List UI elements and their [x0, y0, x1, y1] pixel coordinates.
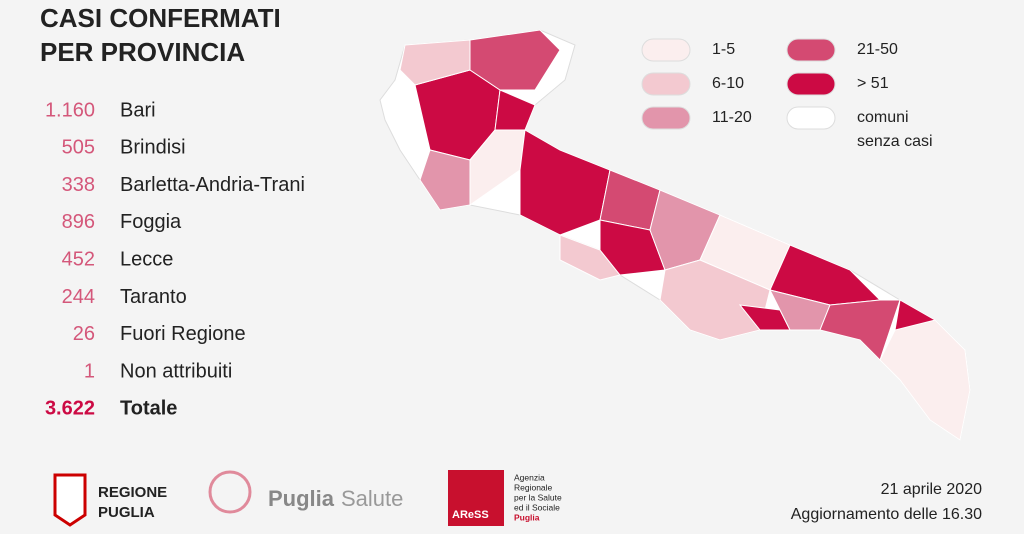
- municipality: [419, 149, 471, 211]
- logo-desc-line: Puglia: [514, 512, 540, 522]
- footer: REGIONE PUGLIA Puglia Salute AReSS Agenz…: [53, 470, 983, 527]
- table: 1.160 Bari 505 Brindisi 338 Barletta-Andria-T…: [45, 99, 305, 419]
- logo-text: Salute: [341, 486, 403, 511]
- municipality: [559, 234, 621, 281]
- title: CASI CONFERMATI: [40, 3, 281, 33]
- legend-swatch: [786, 106, 836, 130]
- header: CASI CONFERMATI PER PROVINCIA: [40, 3, 281, 67]
- row-label: Brindisi: [120, 137, 186, 159]
- row-label: Bari: [120, 99, 156, 121]
- logo-regione: [53, 473, 87, 527]
- municipality: [879, 319, 971, 441]
- municipality: [599, 219, 666, 276]
- logo-text: REGIONE: [98, 484, 167, 501]
- row-label: Fuori Regione: [120, 323, 246, 345]
- legend: 1-5 6-10 11-20 21-50 > 51 comuni senza casi: [641, 38, 933, 150]
- logo-tree: [208, 470, 252, 514]
- legend-swatch: [641, 38, 691, 62]
- row-label: Barletta-Andria-Trani: [120, 174, 305, 196]
- row-value: 896: [62, 211, 95, 233]
- municipality: [399, 39, 471, 86]
- logo-aress: [448, 470, 504, 526]
- row-value: 338: [62, 174, 95, 196]
- legend-swatch: [786, 38, 836, 62]
- municipality: [519, 129, 611, 236]
- update: Aggiornamento delle 16.30: [791, 506, 982, 523]
- row-value: 1: [84, 360, 95, 382]
- legend-label: comuni: [857, 109, 909, 126]
- legend-label: senza casi: [857, 133, 933, 150]
- logo-text: Puglia: [268, 486, 335, 511]
- title: PER PROVINCIA: [40, 37, 245, 67]
- legend-label: > 51: [857, 75, 889, 92]
- legend-swatch: [786, 72, 836, 96]
- municipality: [659, 259, 771, 341]
- legend-swatch: [641, 106, 691, 130]
- legend-label: 1-5: [712, 41, 735, 58]
- row-label: Lecce: [120, 248, 173, 270]
- legend-swatch: [641, 72, 691, 96]
- legend-label: 11-20: [712, 109, 752, 126]
- row-label: Totale: [120, 398, 177, 420]
- legend-label: 21-50: [857, 41, 898, 58]
- row-value: 3.622: [45, 398, 95, 420]
- logo-text: PUGLIA: [98, 504, 155, 521]
- row-value: 1.160: [45, 99, 95, 121]
- logo-desc-line: ed il Sociale: [514, 502, 560, 512]
- row-value: 505: [62, 137, 95, 159]
- map: [379, 29, 971, 441]
- row-label: Foggia: [120, 211, 182, 233]
- legend-label: 6-10: [712, 75, 744, 92]
- logo-text: AReSS: [452, 509, 489, 521]
- row-value: 244: [62, 286, 95, 308]
- logo-desc-line: Regionale: [514, 482, 553, 492]
- row-value: 26: [73, 323, 95, 345]
- row-value: 452: [62, 248, 95, 270]
- logo-desc-line: Agenzia: [514, 472, 545, 482]
- date: 21 aprile 2020: [881, 481, 983, 498]
- row-label: Non attribuiti: [120, 360, 232, 382]
- logo-desc-line: per la Salute: [514, 492, 562, 502]
- row-label: Taranto: [120, 286, 187, 308]
- municipality: [599, 169, 661, 231]
